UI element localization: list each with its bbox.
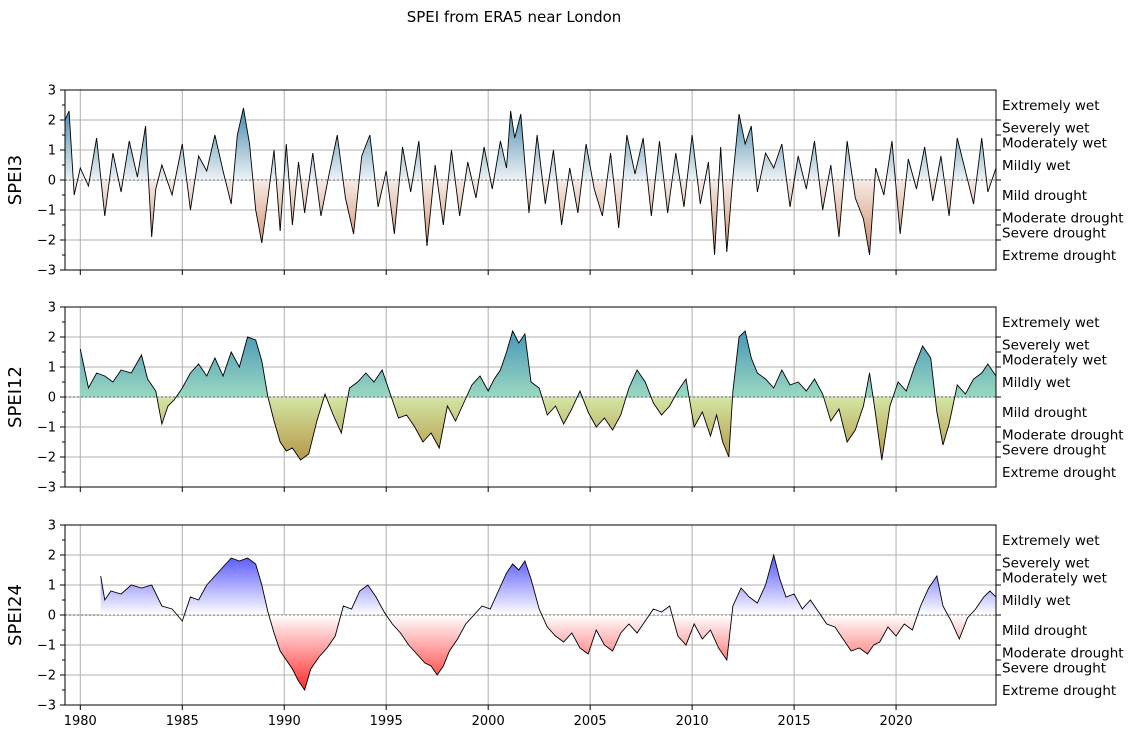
spei12-panel: −3 −2 −1 0 1 2 3 SPEI12 Extremely wet Severely we… (5, 301, 1124, 496)
y-tick-label: −1 (37, 421, 56, 436)
y-tick-label: 1 (48, 361, 56, 376)
spei3-panel: −3 −2 −1 0 1 2 3 SPEI3 Extremely wet Severely wet… (5, 84, 1124, 279)
spei3-series-line (65, 107, 996, 256)
y-tick-label: 2 (48, 331, 56, 346)
x-tick-label: 1980 (64, 714, 97, 729)
y-tick-label: −2 (37, 451, 56, 466)
category-label: Moderately wet (1002, 136, 1107, 152)
category-label: Extreme drought (1002, 248, 1116, 264)
x-tick-label: 2020 (880, 714, 913, 729)
category-label: Moderately wet (1002, 353, 1107, 369)
y-tick-label: 0 (48, 391, 56, 406)
spei24-wet-area (100, 555, 996, 615)
category-label: Mild drought (1002, 188, 1087, 204)
spei24-panel: −3 −2 −1 0 1 2 3 1980 1985 1990 1995 2000 2005 2010 20… (5, 519, 1124, 730)
spei24-ylabel: SPEI24 (5, 584, 26, 646)
x-tick-label: 2015 (778, 714, 811, 729)
y-tick-label: 1 (48, 579, 56, 594)
category-label: Mild drought (1002, 623, 1087, 639)
spei12-series-line (79, 329, 996, 461)
category-label: Moderately wet (1002, 571, 1107, 587)
y-tick-label: 0 (48, 174, 56, 189)
category-label: Severe drought (1002, 443, 1106, 459)
category-label: Moderate drought (1002, 428, 1124, 444)
x-tick-label: 1985 (166, 714, 199, 729)
y-tick-label: −3 (37, 264, 56, 279)
category-label: Extremely wet (1002, 533, 1100, 549)
category-label: Severely wet (1002, 121, 1089, 137)
y-tick-label: 3 (48, 301, 56, 316)
y-tick-label: −1 (37, 639, 56, 654)
y-tick-label: 2 (48, 549, 56, 564)
y-tick-label: −3 (37, 699, 56, 714)
category-label: Severely wet (1002, 556, 1089, 572)
category-label: Extremely wet (1002, 98, 1100, 114)
y-tick-label: −3 (37, 481, 56, 496)
y-tick-label: −2 (37, 669, 56, 684)
x-tick-label: 1990 (268, 714, 301, 729)
category-label: Severe drought (1002, 661, 1106, 677)
y-tick-label: 2 (48, 114, 56, 129)
category-label: Extremely wet (1002, 315, 1100, 331)
spei12-ylabel: SPEI12 (5, 366, 26, 428)
x-tick-label: 2005 (574, 714, 607, 729)
y-tick-label: 1 (48, 144, 56, 159)
x-tick-label: 2000 (472, 714, 505, 729)
spei24-series-line (100, 553, 996, 692)
y-tick-label: −1 (37, 204, 56, 219)
category-label: Mildly wet (1002, 593, 1070, 609)
spei24-dry-area (100, 615, 996, 690)
category-label: Severely wet (1002, 338, 1089, 354)
category-label: Moderate drought (1002, 211, 1124, 227)
category-label: Mild drought (1002, 405, 1087, 421)
category-label: Extreme drought (1002, 465, 1116, 481)
category-label: Severe drought (1002, 226, 1106, 242)
y-tick-label: −2 (37, 234, 56, 249)
y-tick-label: 3 (48, 519, 56, 534)
spei3-ylabel: SPEI3 (5, 155, 26, 205)
y-tick-label: 0 (48, 609, 56, 624)
figure-title: SPEI from ERA5 near London (407, 8, 622, 26)
spei12-wet-area (80, 331, 996, 397)
category-label: Extreme drought (1002, 683, 1116, 699)
spei3-dry-area (65, 180, 996, 255)
category-label: Mildly wet (1002, 375, 1070, 391)
x-tick-label: 1995 (370, 714, 403, 729)
category-label: Mildly wet (1002, 158, 1070, 174)
category-label: Moderate drought (1002, 646, 1124, 662)
y-tick-label: 3 (48, 84, 56, 99)
x-tick-label: 2010 (676, 714, 709, 729)
spei12-dry-area (80, 397, 996, 460)
